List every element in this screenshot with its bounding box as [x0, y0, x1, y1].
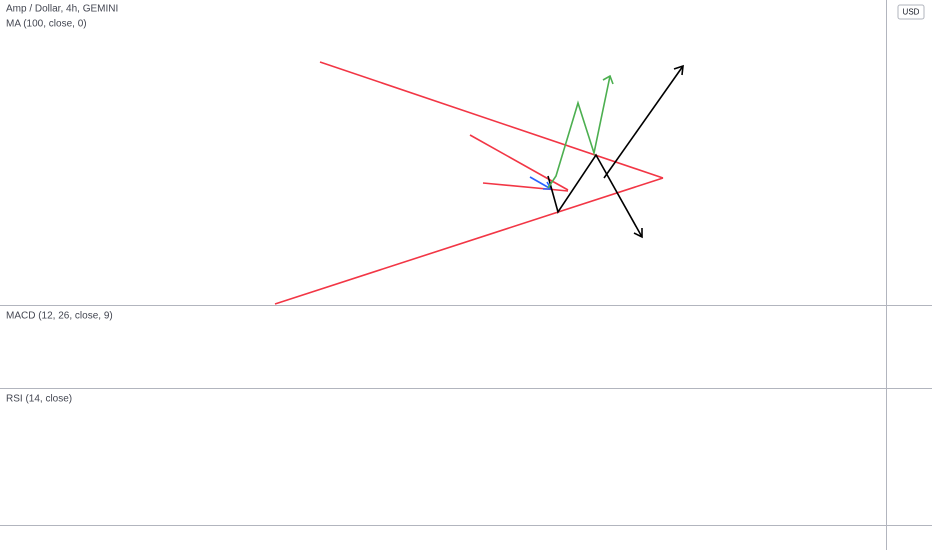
legend-entry: MA (100, close, 0) [6, 19, 87, 30]
unit-label: USD [903, 8, 920, 17]
arrow [547, 75, 611, 189]
trend-line [482, 182, 569, 192]
trend-line [274, 177, 664, 305]
unit-box [897, 4, 925, 20]
legend-title: Amp / Dollar, 4h, GEMINI [6, 4, 118, 15]
arrow-head [602, 74, 614, 85]
legend-title: MACD (12, 26, close, 9) [6, 311, 113, 322]
arrow-head [673, 64, 684, 76]
trend-line [319, 61, 664, 179]
legend-title: RSI (14, close) [6, 394, 72, 405]
trend-line [469, 134, 569, 191]
arrow [603, 65, 684, 179]
arrow [547, 153, 643, 238]
arrow [529, 176, 552, 190]
arrow-head [633, 228, 643, 239]
drawings [274, 61, 684, 305]
